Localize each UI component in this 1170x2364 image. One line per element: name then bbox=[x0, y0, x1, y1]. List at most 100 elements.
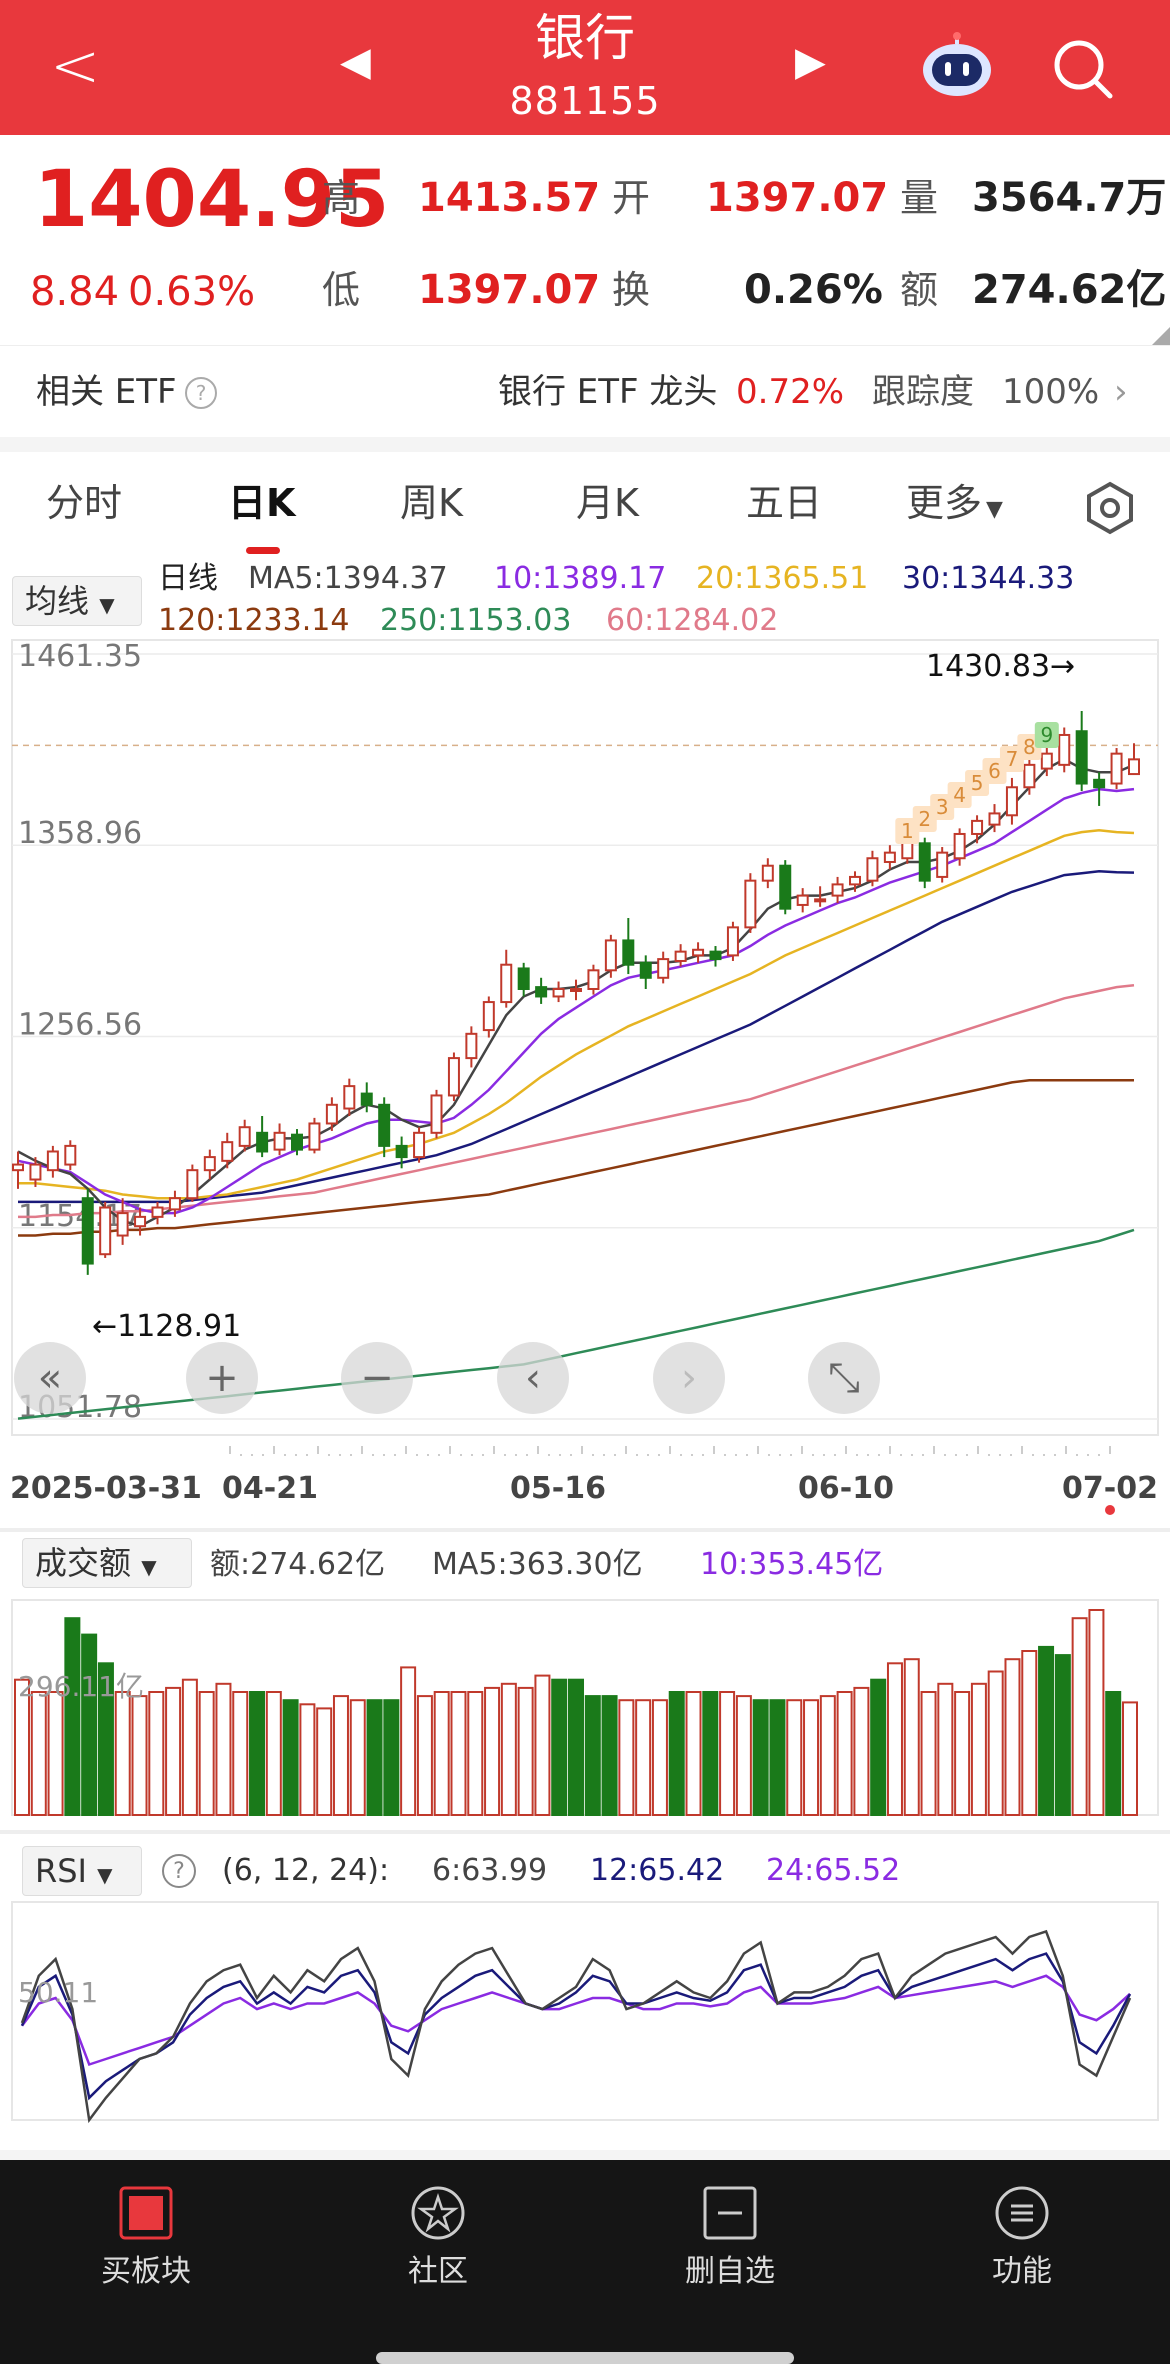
community-tab[interactable]: 社区 bbox=[338, 2184, 538, 2292]
volume-bar-up bbox=[786, 1699, 803, 1816]
tab-daily-k[interactable]: 日K bbox=[228, 481, 296, 525]
ma20-value: 20:1365.51 bbox=[696, 561, 869, 596]
volume-bar-down bbox=[97, 1662, 114, 1817]
volume-axis-label: 296.11亿 bbox=[18, 1670, 144, 1703]
ma-selector[interactable]: 均线 ▼ bbox=[12, 576, 142, 626]
td-count-badge bbox=[1034, 722, 1059, 748]
candle-up bbox=[953, 832, 966, 860]
volume-bar-up bbox=[651, 1699, 668, 1816]
x-tick-label: 07-02 bbox=[1062, 1471, 1158, 1506]
etf-label: 相关 ETF bbox=[36, 372, 177, 412]
volume-bar-down bbox=[64, 1617, 81, 1816]
candle-up bbox=[1058, 733, 1071, 766]
candle-up bbox=[46, 1150, 59, 1172]
volume-bar-up bbox=[198, 1691, 215, 1816]
volume-bar-down bbox=[249, 1691, 266, 1816]
volume-bar-up bbox=[500, 1682, 517, 1817]
candle-up bbox=[134, 1215, 147, 1228]
volume-label: 量 bbox=[900, 176, 939, 220]
tab-monthly-k[interactable]: 月K bbox=[576, 481, 639, 525]
robot-assistant-icon[interactable] bbox=[920, 32, 994, 98]
high-marker: 1430.83→ bbox=[926, 649, 1075, 684]
functions-tab[interactable]: 功能 bbox=[922, 2184, 1122, 2292]
collapse-left-button[interactable]: « bbox=[14, 1342, 86, 1414]
open-value: 1397.07 bbox=[706, 175, 889, 221]
td-count-label: 4 bbox=[953, 783, 966, 807]
volume-bar-up bbox=[853, 1686, 870, 1817]
etf-change: 0.72% bbox=[736, 372, 845, 412]
help-icon[interactable]: ? bbox=[160, 1852, 198, 1890]
candle-up bbox=[1005, 786, 1018, 817]
ma120-line bbox=[18, 1079, 1134, 1237]
rsi6-line bbox=[20, 1929, 1132, 2124]
candle-up bbox=[657, 958, 670, 979]
buy-sector-tab[interactable]: 买板块 bbox=[46, 2184, 246, 2292]
search-icon[interactable] bbox=[1052, 38, 1114, 100]
y-tick-label: 1461.35 bbox=[18, 639, 142, 674]
x-tick-label: 04-21 bbox=[222, 1471, 318, 1506]
candle-down bbox=[291, 1133, 303, 1151]
volume-bar-down bbox=[551, 1678, 568, 1816]
help-icon[interactable]: ? bbox=[184, 376, 218, 410]
candle-up bbox=[343, 1085, 356, 1110]
related-etf-row[interactable]: 相关 ETF ? 银行 ETF 龙头 0.72% 跟踪度 100% › bbox=[0, 345, 1170, 437]
fullscreen-button[interactable]: ⤡ bbox=[808, 1342, 880, 1414]
candle-down bbox=[81, 1197, 94, 1265]
expand-corner-icon[interactable] bbox=[1152, 327, 1170, 345]
volume-bar-down bbox=[870, 1678, 887, 1816]
tab-intraday[interactable]: 分时 bbox=[46, 481, 123, 525]
ma250-value: 250:1153.03 bbox=[380, 603, 572, 638]
remove-watchlist-tab[interactable]: 删自选 bbox=[630, 2184, 830, 2292]
prev-stock-button[interactable]: ◀ bbox=[340, 39, 371, 85]
volume-bar-up bbox=[131, 1695, 148, 1816]
candle-down bbox=[535, 986, 548, 998]
stock-code: 881155 bbox=[509, 79, 661, 123]
rsi24-line bbox=[21, 1974, 1131, 2067]
candle-up bbox=[500, 963, 513, 1004]
candle-down bbox=[1093, 778, 1106, 789]
tab-five-day[interactable]: 五日 bbox=[746, 481, 823, 525]
tab-weekly-k[interactable]: 周K bbox=[400, 481, 463, 525]
volume-value: 3564.7万 bbox=[972, 175, 1167, 221]
rsi-selector[interactable]: RSI ▼ bbox=[22, 1846, 142, 1896]
zoom-out-button[interactable]: − bbox=[341, 1342, 413, 1414]
zoom-in-button[interactable]: + bbox=[186, 1342, 258, 1414]
volume-bar-up bbox=[517, 1686, 534, 1817]
rsi12-value: 12:65.42 bbox=[590, 1853, 725, 1888]
caret-down-icon: ▼ bbox=[99, 593, 115, 617]
back-button[interactable]: < bbox=[50, 31, 101, 101]
volume-ma5: MA5:363.30亿 bbox=[432, 1547, 643, 1582]
volume-bar-up bbox=[114, 1691, 131, 1816]
high-label: 高 bbox=[322, 176, 361, 220]
x-tick-label: 06-10 bbox=[798, 1471, 894, 1506]
volume-bar-up bbox=[400, 1666, 417, 1817]
tab-more[interactable]: 更多 ▼ bbox=[906, 478, 1003, 535]
candle-up bbox=[866, 857, 879, 882]
td-count-label: 9 bbox=[1040, 723, 1053, 747]
etf-name: 银行 ETF 龙头 bbox=[498, 372, 718, 412]
kline-panel: 均线 ▼ 日线 MA5:1394.37 10:1389.17 20:1365.5… bbox=[0, 560, 1170, 2150]
volume-bar-down bbox=[81, 1633, 98, 1816]
rsi-selector-label: RSI bbox=[35, 1852, 87, 1890]
candle-up bbox=[1023, 763, 1036, 789]
volume-bar-up bbox=[1004, 1658, 1021, 1816]
candle-down bbox=[517, 967, 530, 990]
next-stock-button[interactable]: ▶ bbox=[795, 39, 826, 85]
td-count-label: 8 bbox=[1023, 735, 1036, 759]
candle-up bbox=[814, 898, 827, 903]
community-label: 社区 bbox=[408, 2254, 468, 2289]
volume-bar-up bbox=[181, 1678, 198, 1816]
scroll-right-button[interactable]: › bbox=[653, 1342, 725, 1414]
volume-indicator-selector[interactable]: 成交额 ▼ bbox=[22, 1538, 192, 1588]
volume-bar-down bbox=[568, 1678, 584, 1816]
settings-hexagon-icon[interactable] bbox=[1082, 480, 1138, 536]
turnover-label: 换 bbox=[612, 268, 651, 312]
buy-icon bbox=[119, 2186, 173, 2240]
volume-bar-up bbox=[903, 1658, 920, 1816]
volume-bar-down bbox=[383, 1699, 400, 1816]
volume-bar-up bbox=[299, 1703, 316, 1817]
volume-bar-up bbox=[484, 1686, 501, 1817]
scroll-left-button[interactable]: ‹ bbox=[497, 1342, 569, 1414]
top-nav-bar: < ◀ 银行 881155 ▶ bbox=[0, 0, 1170, 135]
